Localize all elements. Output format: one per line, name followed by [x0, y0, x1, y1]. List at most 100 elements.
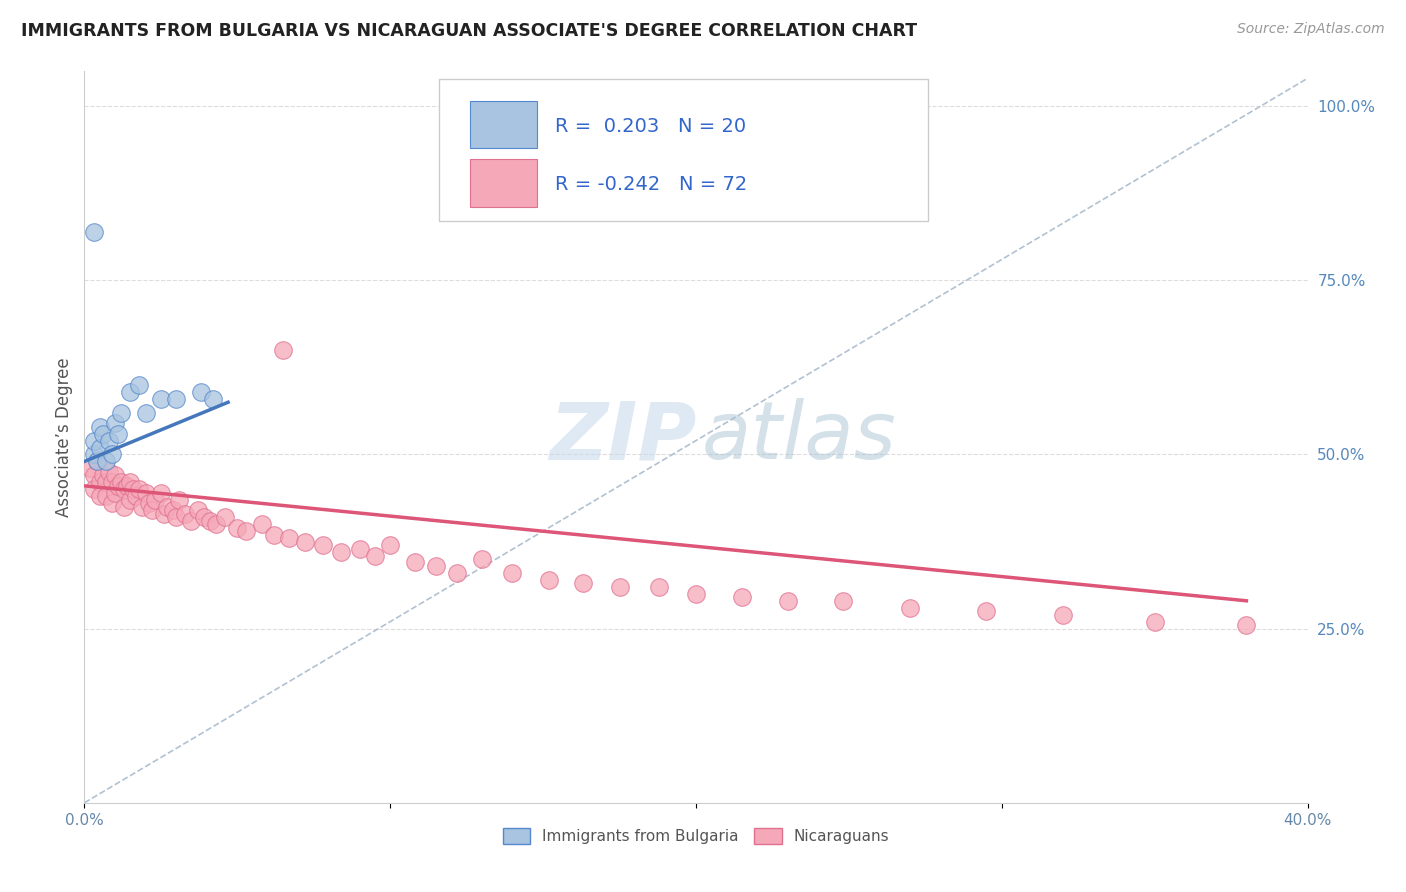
Point [94, 454, 117, 468]
FancyBboxPatch shape [470, 101, 537, 148]
Point [538, 573, 561, 587]
Point [112, 483, 135, 497]
Point [174, 507, 197, 521]
Point [976, 604, 998, 618]
Point [193, 510, 215, 524]
Point [115, 479, 138, 493]
Point [125, 489, 148, 503]
Point [83, 468, 105, 483]
Point [107, 426, 129, 441]
Point [364, 549, 387, 563]
Text: R = -0.242   N = 72: R = -0.242 N = 72 [555, 175, 748, 194]
Point [97, 465, 120, 479]
Point [167, 492, 190, 507]
Point [294, 534, 316, 549]
Point [128, 377, 150, 392]
Point [91, 468, 114, 483]
Point [89, 419, 111, 434]
Point [205, 517, 228, 532]
Point [162, 503, 184, 517]
Point [404, 556, 426, 570]
Point [83, 483, 105, 497]
Legend: Immigrants from Bulgaria, Nicaraguans: Immigrants from Bulgaria, Nicaraguans [496, 822, 896, 850]
Y-axis label: Associate’s Degree: Associate’s Degree [55, 358, 73, 516]
Point [831, 594, 853, 608]
Point [94, 475, 117, 490]
Point [263, 527, 285, 541]
Point [609, 580, 631, 594]
Point [83, 434, 105, 448]
Text: IMMIGRANTS FROM BULGARIA VS NICARAGUAN ASSOCIATE'S DEGREE CORRELATION CHART: IMMIGRANTS FROM BULGARIA VS NICARAGUAN A… [21, 22, 917, 40]
Point [83, 225, 105, 239]
Point [186, 503, 208, 517]
Point [1143, 615, 1166, 629]
Point [122, 483, 145, 497]
Point [83, 448, 105, 462]
Point [89, 475, 111, 490]
Text: Source: ZipAtlas.com: Source: ZipAtlas.com [1237, 22, 1385, 37]
Point [226, 521, 249, 535]
Point [110, 406, 132, 420]
Point [94, 489, 117, 503]
Point [235, 524, 257, 538]
Text: atlas: atlas [702, 398, 897, 476]
Point [180, 514, 202, 528]
Point [149, 392, 172, 406]
Point [131, 500, 153, 514]
Point [731, 591, 754, 605]
Point [143, 492, 166, 507]
Text: ZIP: ZIP [548, 398, 696, 476]
Point [214, 510, 236, 524]
Point [149, 485, 172, 500]
Point [89, 441, 111, 455]
Point [685, 587, 707, 601]
Point [1052, 607, 1074, 622]
Point [112, 500, 135, 514]
Point [120, 475, 142, 490]
Point [91, 426, 114, 441]
Point [120, 492, 142, 507]
Point [502, 566, 524, 580]
Point [101, 448, 124, 462]
Point [128, 483, 150, 497]
Point [349, 541, 371, 556]
Point [138, 496, 160, 510]
Point [776, 594, 799, 608]
Point [101, 475, 124, 490]
Point [97, 434, 120, 448]
FancyBboxPatch shape [470, 159, 537, 207]
Point [79, 461, 101, 475]
Text: R =  0.203   N = 20: R = 0.203 N = 20 [555, 117, 747, 136]
Point [141, 503, 163, 517]
Point [86, 454, 108, 468]
Point [201, 392, 224, 406]
Point [1236, 618, 1258, 632]
Point [104, 468, 127, 483]
Point [250, 517, 273, 532]
Point [104, 416, 127, 430]
Point [572, 576, 595, 591]
Point [120, 384, 142, 399]
Point [278, 531, 301, 545]
Point [330, 545, 353, 559]
Point [101, 496, 124, 510]
Point [312, 538, 335, 552]
Point [89, 489, 111, 503]
Point [446, 566, 468, 580]
Point [425, 558, 447, 573]
Point [165, 392, 187, 406]
Point [471, 552, 494, 566]
Point [898, 600, 921, 615]
Point [153, 507, 176, 521]
Point [135, 485, 157, 500]
Point [198, 514, 221, 528]
Point [380, 538, 402, 552]
Point [156, 500, 179, 514]
Point [648, 580, 671, 594]
Point [86, 454, 108, 468]
Point [107, 479, 129, 493]
Point [271, 343, 294, 357]
Point [135, 406, 157, 420]
Point [165, 510, 187, 524]
FancyBboxPatch shape [439, 78, 928, 221]
